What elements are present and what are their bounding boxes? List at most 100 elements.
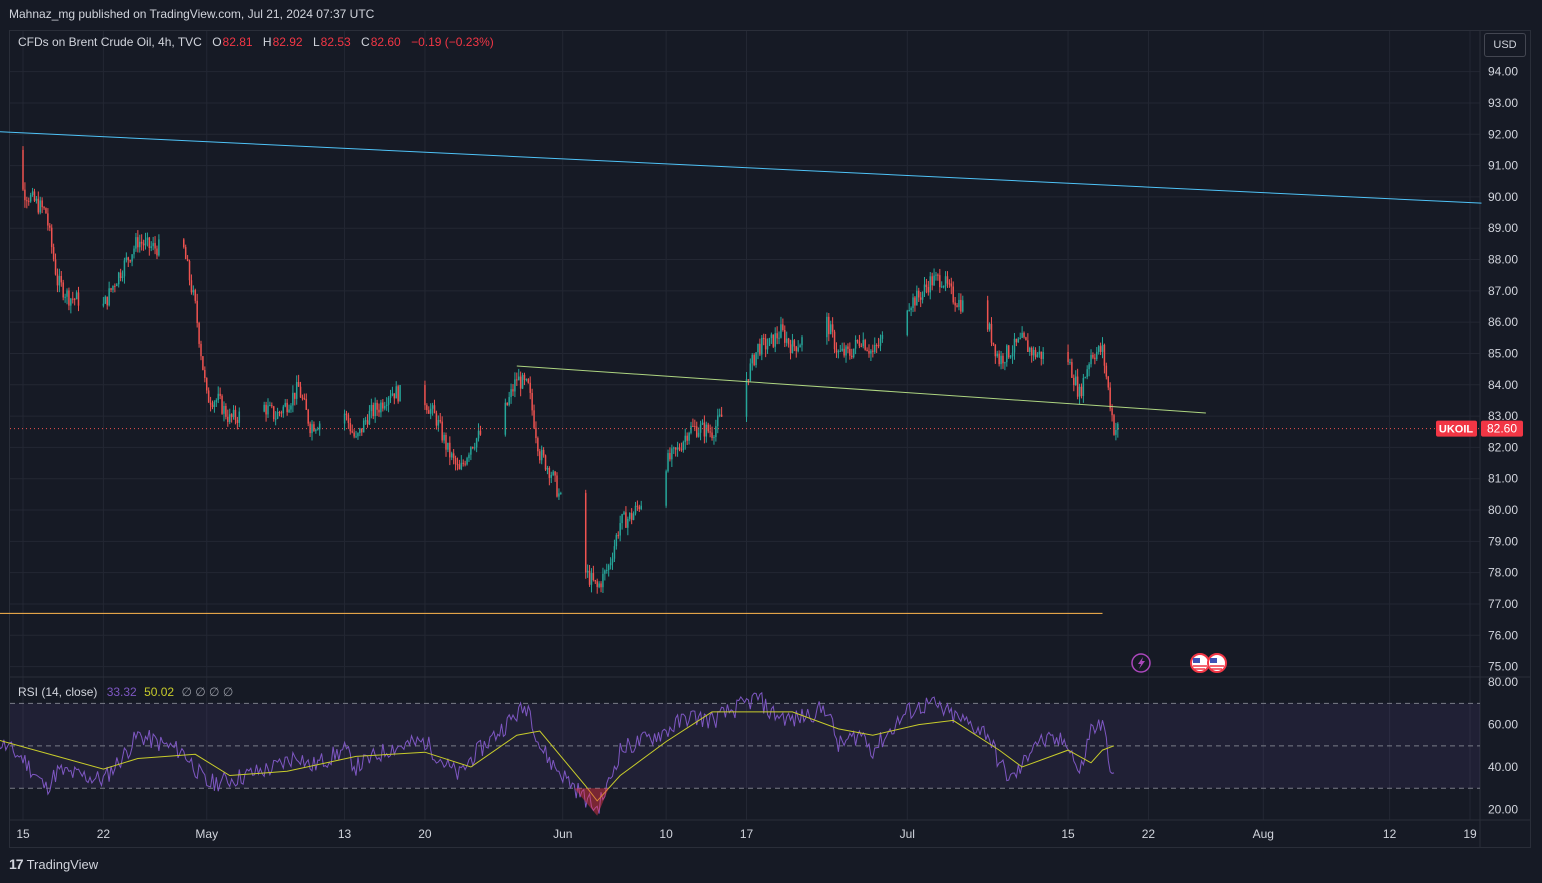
price-tick-label: 75.00 [1488, 660, 1518, 674]
symbol-tag-label: UKOIL [1439, 424, 1474, 436]
candle-body [150, 246, 152, 249]
candle-body [473, 447, 476, 449]
candle-body [1019, 337, 1021, 339]
candle-body [552, 471, 554, 475]
candle-body [117, 272, 120, 285]
us-flag-icon[interactable] [1207, 653, 1227, 673]
footer-brand[interactable]: 17 TradingView [9, 856, 98, 872]
axes: 94.00 93.00 92.00 91.00 90.00 89.00 88.00 87.00… [16, 65, 1518, 841]
candle-body [1040, 351, 1043, 359]
candle-body [852, 348, 855, 358]
candle-body [123, 260, 126, 277]
candle-body [627, 518, 629, 528]
candle-body [881, 334, 884, 339]
candle-body [960, 299, 962, 312]
candle-body [347, 414, 350, 423]
candle-body [690, 425, 692, 433]
candle-body [460, 462, 463, 470]
candle-body [72, 298, 74, 300]
us-flag-icon[interactable] [1190, 653, 1210, 673]
candle-body [521, 374, 524, 389]
candle-body [292, 392, 294, 406]
candle-body [674, 447, 677, 450]
candle-body [318, 423, 321, 430]
candle-body [684, 435, 687, 443]
candle-body [183, 239, 185, 248]
candle-body [135, 237, 137, 249]
candle-body [311, 424, 313, 434]
candle-body [1067, 351, 1069, 363]
candle-body [1000, 355, 1002, 365]
candle-body [445, 434, 447, 450]
candle-body [345, 413, 348, 415]
price-tick-label: 83.00 [1488, 409, 1518, 423]
candle-body [276, 412, 279, 419]
candle-body [875, 345, 878, 347]
candle-body [682, 442, 685, 451]
candle-body [529, 382, 531, 393]
candle-body [439, 419, 442, 422]
candle-body [931, 276, 933, 286]
candle-body [508, 397, 510, 405]
candle-body [1007, 345, 1010, 358]
candle-body [475, 438, 478, 448]
time-tick-label: 22 [1142, 827, 1156, 841]
candle-body [669, 453, 671, 460]
candle-body [364, 420, 367, 422]
candle-body [286, 402, 288, 413]
resistance-trendline[interactable] [0, 131, 1482, 204]
price-tick-label: 85.00 [1488, 346, 1518, 360]
close-value: 82.60 [370, 35, 401, 49]
candle-body [468, 454, 470, 459]
candle-body [958, 299, 960, 307]
candle-body [274, 418, 277, 420]
candle-body [847, 346, 849, 349]
candle-body [680, 449, 683, 451]
candle-body [1021, 332, 1023, 338]
rsi-title[interactable]: RSI (14, close) [18, 685, 98, 699]
price-tick-label: 84.00 [1488, 378, 1518, 392]
symbol-description[interactable]: CFDs on Brent Crude Oil, 4h, TVC [18, 35, 202, 49]
candle-body [720, 414, 723, 417]
candle-body [542, 449, 545, 456]
candle-body [238, 411, 241, 423]
rsi-oversold-fill [574, 788, 609, 816]
lightning-icon[interactable] [1131, 653, 1151, 673]
candle-body [190, 280, 193, 293]
candle-body [54, 259, 57, 275]
support-trendline[interactable] [516, 365, 1206, 414]
candle-body [272, 406, 275, 419]
candle-body [990, 323, 993, 343]
open-value: 82.81 [222, 35, 253, 49]
candle-body [464, 463, 466, 465]
candle-body [110, 288, 112, 290]
candle-body [424, 385, 426, 406]
candle-body [131, 254, 133, 262]
candle-body [556, 475, 558, 497]
candle-body [391, 393, 394, 396]
candle-body [705, 424, 708, 437]
candle-body [596, 581, 598, 587]
time-tick-label: 20 [418, 827, 432, 841]
candle-body [148, 237, 151, 249]
candle-body [1071, 362, 1073, 378]
candle-body [592, 573, 595, 581]
candle-body [837, 351, 840, 353]
rsi-tick-label: 80.00 [1488, 675, 1518, 689]
candle-body [636, 505, 639, 507]
candle-body [366, 420, 369, 425]
candle-body [49, 225, 51, 228]
candle-body [202, 356, 204, 370]
high-label: H [262, 35, 272, 49]
candle-body [41, 200, 43, 208]
candle-body [791, 340, 794, 354]
candles [22, 146, 1119, 594]
candle-body [667, 453, 669, 472]
candle-body [389, 395, 392, 398]
candle-body [1099, 346, 1102, 352]
candle-body [209, 402, 212, 405]
currency-button[interactable]: USD [1484, 33, 1526, 57]
candle-body [1103, 344, 1106, 366]
candle-body [956, 305, 958, 307]
